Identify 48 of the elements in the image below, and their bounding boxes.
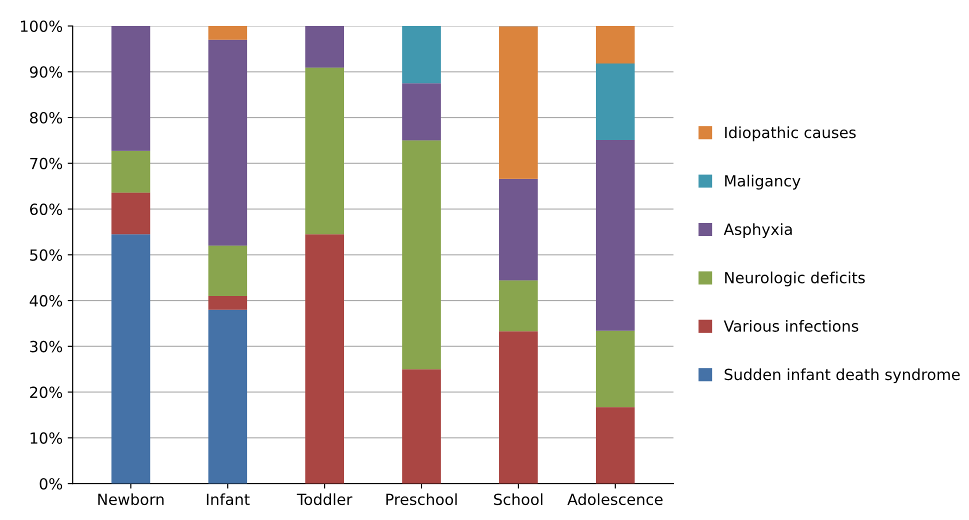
bar: [499, 178, 538, 280]
y-tick-label: 40%: [30, 295, 62, 307]
bar: [208, 310, 248, 484]
bar: [111, 234, 150, 484]
bar: [402, 140, 441, 370]
legend-label: Various infections: [724, 320, 858, 332]
bar: [499, 331, 538, 484]
bar: [111, 26, 150, 151]
bar: [305, 234, 344, 484]
bar: [596, 26, 635, 64]
bar: [596, 407, 635, 484]
y-tick-label: 90%: [30, 66, 62, 78]
bar: [208, 26, 248, 40]
bar: [305, 26, 344, 68]
bar: [596, 330, 635, 408]
bar: [208, 246, 248, 296]
bar: [208, 40, 248, 246]
bar: [111, 192, 150, 234]
legend-label: Asphyxia: [724, 223, 792, 238]
legend-label: Idiopathic causes: [725, 126, 856, 142]
x-tick-label: Toddler: [296, 493, 352, 506]
x-tick-label: Infant: [206, 493, 250, 506]
bar: [111, 150, 150, 193]
x-tick-label: School: [494, 493, 542, 506]
x-tick-label: Adolescence: [567, 493, 663, 506]
bar: [402, 26, 441, 84]
y-tick-label: 100%: [20, 20, 62, 32]
y-tick-label: 60%: [30, 204, 62, 216]
x-tick-label: Newborn: [98, 493, 164, 506]
legend-label: Sudden infant death syndrome: [724, 368, 960, 384]
y-tick-label: 0%: [40, 478, 62, 490]
y-tick-label: 50%: [30, 249, 62, 261]
y-tick-label: 20%: [30, 386, 62, 398]
bar: [596, 64, 635, 140]
bar: [208, 296, 248, 310]
y-tick-label: 30%: [30, 340, 62, 352]
x-tick-label: Preschool: [386, 493, 457, 506]
bar: [596, 140, 635, 331]
bar: [305, 68, 344, 234]
bar: [499, 26, 538, 179]
y-tick-label: 70%: [30, 158, 62, 170]
bar: [402, 83, 441, 140]
y-tick-label: 80%: [30, 112, 62, 124]
bar: [499, 280, 538, 332]
y-tick-label: 10%: [30, 432, 62, 444]
bar: [402, 369, 441, 484]
legend-label: Maligancy: [725, 174, 800, 190]
legend-label: Neurologic deficits: [725, 272, 865, 286]
